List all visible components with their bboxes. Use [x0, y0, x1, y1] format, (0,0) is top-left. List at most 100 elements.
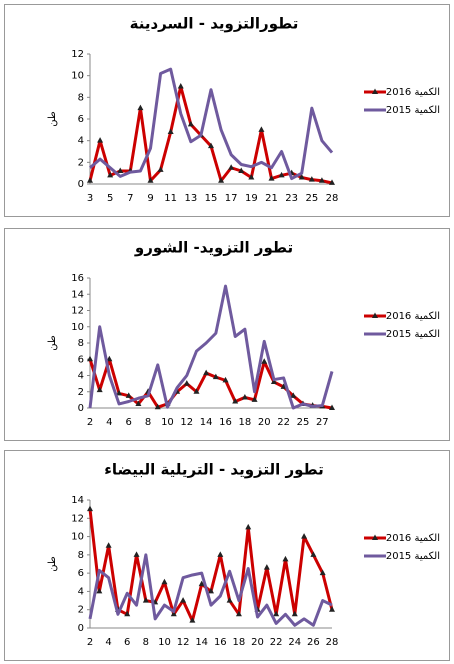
legend-label: 2016 الكمية [386, 87, 440, 98]
y-tick-label: 2 [78, 157, 84, 168]
point-marker [268, 175, 275, 181]
x-tick-label: 10 [158, 637, 171, 648]
point-marker [263, 564, 270, 570]
point-marker [329, 404, 335, 410]
point-marker [226, 597, 233, 603]
legend-label: 2015 الكمية [386, 105, 440, 116]
point-marker [298, 174, 305, 180]
point-marker [147, 177, 154, 183]
x-tick-label: 22 [277, 417, 290, 428]
point-marker [177, 83, 184, 89]
legend-label: 2016 الكمية [386, 311, 440, 322]
point-marker [133, 551, 140, 557]
x-tick-label: 26 [307, 637, 320, 648]
y-tick-label: 12 [71, 306, 84, 317]
x-tick-label: 3 [87, 193, 93, 204]
point-marker [319, 569, 326, 576]
point-marker [308, 176, 315, 182]
y-tick-label: 2 [78, 605, 84, 616]
chart-title: تطورالتزويد - السردينة [130, 15, 299, 33]
point-marker [217, 551, 224, 557]
x-tick-label: 6 [126, 417, 132, 428]
x-tick-label: 21 [265, 193, 278, 204]
x-tick-label: 27 [316, 417, 329, 428]
point-marker [228, 164, 235, 170]
point-marker [329, 606, 335, 612]
chart-panel: تطور التزويد - التريلية البيضاء024681012… [4, 450, 450, 661]
point-marker [203, 369, 210, 376]
point-marker [170, 610, 177, 617]
point-marker [105, 542, 112, 548]
legend-label: 2016 الكمية [386, 533, 440, 544]
x-tick-label: 9 [147, 193, 153, 204]
chart-panel: تطورالتزويد - السردينة 0 2 4 6 8 10 12 طن 3 5 7 9 11 1… [4, 4, 450, 217]
point-marker [245, 523, 252, 530]
x-tick-label: 28 [326, 637, 339, 648]
x-tick-label: 12 [177, 637, 190, 648]
x-tick-label: 4 [106, 417, 112, 428]
point-marker [167, 128, 174, 134]
point-marker [117, 167, 124, 173]
x-tick-label: 8 [143, 637, 149, 648]
y-axis-label: طن [47, 111, 58, 127]
x-tick-label: 11 [164, 193, 177, 204]
point-marker [180, 597, 187, 603]
point-marker [198, 580, 205, 587]
x-tick-label: 14 [195, 637, 208, 648]
point-marker [258, 126, 265, 132]
point-marker [291, 610, 298, 617]
point-marker [278, 171, 285, 178]
point-marker [270, 378, 277, 384]
x-tick-label: 25 [305, 193, 318, 204]
y-tick-label: 8 [78, 550, 84, 561]
y-tick-label: 10 [71, 71, 84, 82]
x-tick-label: 28 [326, 193, 339, 204]
y-tick-label: 10 [71, 322, 84, 333]
point-marker [310, 551, 317, 557]
chart-title: تطور التزويد- الشورو [134, 239, 293, 257]
point-marker [135, 400, 142, 406]
point-marker [318, 177, 325, 183]
x-tick-label: 19 [245, 193, 258, 204]
chart-title: تطور التزويد - التريلية البيضاء [104, 461, 324, 479]
y-tick-label: 8 [78, 338, 84, 349]
y-tick-label: 12 [71, 49, 84, 60]
point-marker [232, 398, 239, 404]
legend-marker [372, 534, 378, 540]
x-tick-label: 5 [107, 193, 113, 204]
x-tick-label: 16 [219, 417, 232, 428]
point-marker [208, 587, 214, 594]
point-marker [218, 177, 225, 183]
y-tick-label: 6 [78, 568, 84, 579]
y-tick-label: 0 [78, 403, 84, 414]
x-tick-label: 18 [239, 417, 252, 428]
x-tick-label: 7 [127, 193, 133, 204]
point-marker [301, 533, 308, 539]
point-marker [183, 380, 190, 386]
x-tick-label: 12 [180, 417, 193, 428]
x-tick-label: 24 [288, 637, 301, 648]
y-tick-label: 10 [71, 532, 84, 543]
x-tick-label: 13 [184, 193, 197, 204]
legend-label: 2015 الكمية [386, 551, 440, 562]
x-tick-label: 18 [233, 637, 246, 648]
y-tick-label: 14 [71, 289, 84, 300]
y-tick-label: 12 [71, 513, 84, 524]
point-marker [290, 392, 297, 398]
point-marker [248, 174, 255, 180]
point-marker [222, 376, 229, 383]
point-marker [87, 355, 93, 362]
y-axis-label: طن [47, 335, 58, 351]
y-tick-label: 16 [71, 273, 84, 284]
point-marker [212, 373, 219, 380]
series-line [88, 284, 334, 410]
x-tick-label: 17 [225, 193, 238, 204]
point-marker [280, 383, 287, 389]
point-marker [116, 389, 123, 396]
y-tick-label: 2 [78, 387, 84, 398]
point-marker [273, 610, 280, 617]
point-marker [261, 358, 268, 364]
point-marker [161, 578, 168, 585]
point-marker [142, 597, 149, 603]
